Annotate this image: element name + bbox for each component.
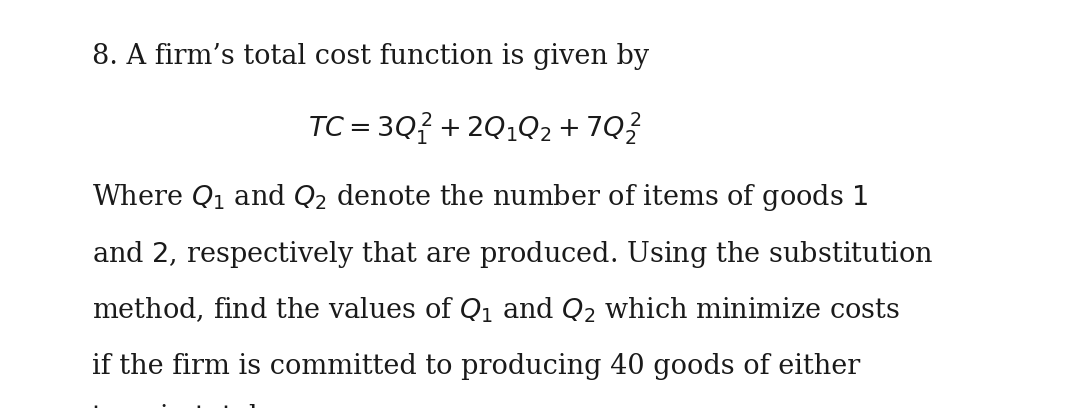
Text: method, find the values of $\mathit{Q}_1$ and $\mathit{Q}_2$ which minimize cost: method, find the values of $\mathit{Q}_1… [92, 296, 900, 325]
Text: type in total.: type in total. [92, 404, 266, 408]
Text: 8. A firm’s total cost function is given by: 8. A firm’s total cost function is given… [92, 43, 649, 70]
Text: if the firm is committed to producing 40 goods of either: if the firm is committed to producing 40… [92, 353, 860, 380]
Text: Where $\mathit{Q}_1$ and $\mathit{Q}_2$ denote the number of items of goods $\ma: Where $\mathit{Q}_1$ and $\mathit{Q}_2$ … [92, 182, 868, 213]
Text: $\mathit{TC} = 3\mathit{Q}_1^{\,2} + 2\mathit{Q}_1\mathit{Q}_2 + 7\mathit{Q}_2^{: $\mathit{TC} = 3\mathit{Q}_1^{\,2} + 2\m… [308, 110, 642, 146]
Text: and $\mathit{2}$, respectively that are produced. Using the substitution: and $\mathit{2}$, respectively that are … [92, 239, 933, 270]
